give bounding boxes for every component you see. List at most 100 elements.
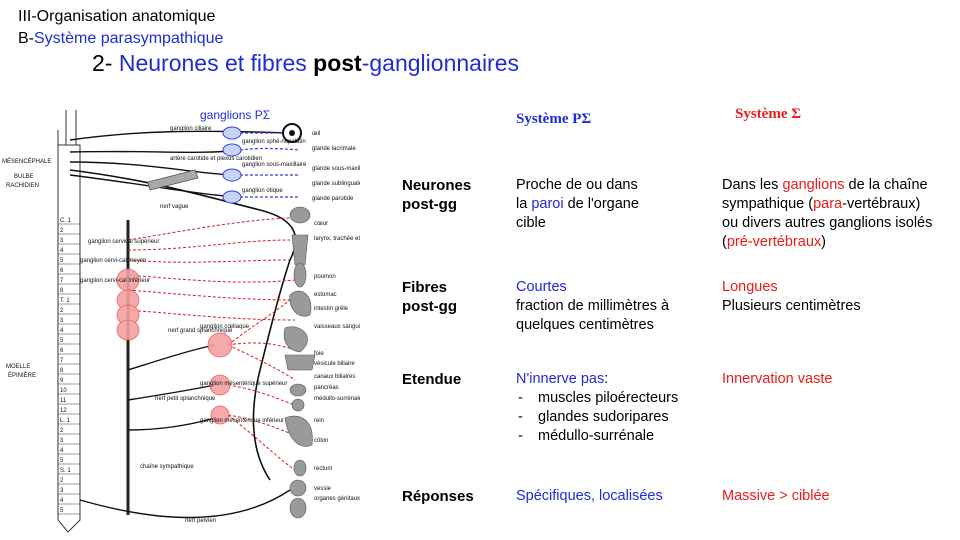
nerve-label: artère carotide et plexus carotidien <box>170 156 262 162</box>
organ-label: estomac <box>314 292 337 298</box>
vertebra-label: 3 <box>60 438 64 444</box>
organ-label: larynx, trachée et bronches <box>314 236 360 242</box>
organ-label: foie <box>314 351 324 357</box>
vertebra-label: C. 1 <box>60 218 72 224</box>
nerve-label: ganglion cœliaque <box>200 324 250 330</box>
organ-label: organes génitaux internes et externes <box>314 496 360 502</box>
postganglionic-fibers <box>127 217 296 471</box>
section-heading: III-Organisation anatomique <box>18 8 216 25</box>
carotid-artery <box>147 169 199 191</box>
vertebra-label: 2 <box>60 428 64 434</box>
vertebra-label: 4 <box>60 328 64 334</box>
subsection-name: Système parasympathique <box>34 30 224 47</box>
vertebra-label: 11 <box>60 398 67 404</box>
nerve-label: ganglion sphé-nopalatin <box>242 139 306 145</box>
cranial-nerve-1 <box>69 130 291 141</box>
organs <box>283 206 316 519</box>
vertebra-label: 5 <box>60 458 64 464</box>
ganglions-label: ganglions PΣ <box>200 108 271 122</box>
vertebra-label: 5 <box>60 338 64 344</box>
nerve-label: nerf pelvien <box>185 518 216 524</box>
vertebra-label: 8 <box>60 288 64 294</box>
vertebra-label: 3 <box>60 238 64 244</box>
vertebra-label: 3 <box>60 318 64 324</box>
vertebra-label: 8 <box>60 368 64 374</box>
region-label: MÉSENCÉPHALE <box>2 158 51 165</box>
vertebra-label: 2 <box>60 228 64 234</box>
pelvic-nerve <box>79 489 291 519</box>
nerve-label: nerf petit splanchnique <box>155 396 216 402</box>
vertebra-label: 7 <box>60 358 64 364</box>
organ-label: glande lacrimale <box>312 146 356 152</box>
cell-reponses-ps: Spécifiques, localisées <box>516 488 663 504</box>
nerve-label: ganglion sous-maxillaire <box>242 162 307 168</box>
list-item: médullo-surrénale <box>516 427 678 446</box>
row-label-reponses: Réponses <box>402 488 474 505</box>
subsection-heading: B-Système parasympathique <box>18 30 223 48</box>
organ-label: vessie <box>314 486 332 492</box>
column-header-parasympathetic: Système PΣ <box>516 111 592 127</box>
inferior-mesenteric-link <box>127 417 216 431</box>
list-item: glandes sudoripares <box>516 408 678 427</box>
cranial-nerve-2 <box>69 149 241 154</box>
vertebra-label: T. 1 <box>60 298 70 304</box>
sympathetic-ganglia <box>116 268 233 425</box>
nerve-label: ganglion cervi-cal moyen <box>80 258 146 264</box>
autonomic-nervous-system-diagram: MÉSENCÉPHALE BULBE RACHIDIEN MOELLE ÉPINIÈRE… <box>2 110 360 533</box>
organ-label: canaux biliaires <box>314 374 355 380</box>
cell-neurones-ps: Proche de ou dans la paroi de l'organe c… <box>516 177 639 231</box>
vertebra-label: 4 <box>60 248 64 254</box>
region-label: MOELLE <box>6 364 30 370</box>
cell-fibres-s: Longues Plusieurs centimètres <box>722 279 861 314</box>
splanchnic-nerve <box>127 344 216 371</box>
organ-label: rein <box>314 418 324 424</box>
region-label: ÉPINIÈRE <box>8 372 36 379</box>
nerve-label: ganglion mésentérique supérieur <box>200 381 287 387</box>
organ-label: médullo-surrénale <box>314 396 360 402</box>
column-header-sympathetic: Système Σ <box>735 106 802 122</box>
nerve-label: ganglion cervical supérieur <box>88 239 159 245</box>
vertebra-label: 4 <box>60 448 64 454</box>
cell-fibres-ps: Courtes fraction de millimètres à quelqu… <box>516 279 670 333</box>
lesser-splanchnic-nerve <box>127 384 216 401</box>
vertebra-label: 2 <box>60 478 64 484</box>
nerve-label: nerf vague <box>160 204 189 210</box>
organ-label: vaisseaux sanguins abdominaux <box>314 324 360 330</box>
row-label-etendue: Etendue <box>402 371 462 388</box>
cell-reponses-s: Massive > ciblée <box>722 488 830 504</box>
organ-label: intestin grêle <box>314 306 349 312</box>
nerve-label: chaîne sympathique <box>140 464 194 470</box>
row-label-neurones: Neurones post-gg <box>402 177 472 213</box>
vertebra-label: 5 <box>60 258 64 264</box>
cell-etendue-ps: N'innerve pas: muscles piloérecteurs gla… <box>516 370 678 446</box>
vertebra-label: 9 <box>60 378 64 384</box>
vertebra-label: S. 1 <box>60 468 71 474</box>
title-number: 2- <box>92 50 119 76</box>
vertebra-label: 2 <box>60 308 64 314</box>
vertebra-label: 3 <box>60 488 64 494</box>
vertebra-label: 7 <box>60 278 64 284</box>
slide-title: 2- Neurones et fibres post-ganglionnaire… <box>92 50 519 77</box>
vertebra-label: 6 <box>60 268 64 274</box>
cell-neurones-s: Dans les ganglions de la chaîne sympathi… <box>722 177 933 250</box>
nerve-label: ganglion otique <box>242 188 283 194</box>
organ-label: poumon <box>314 274 336 280</box>
organ-label: cœur <box>314 221 328 227</box>
nerve-label: nerf grand splanchnique <box>168 328 233 334</box>
organ-label: vésicule biliaire <box>314 361 355 367</box>
title-bold: post <box>313 50 362 76</box>
title-part-b: -ganglionnaires <box>361 50 520 76</box>
organ-label: œil <box>312 131 320 137</box>
subsection-prefix: B- <box>18 30 34 47</box>
region-label: RACHIDIEN <box>6 183 39 189</box>
region-label: BULBE <box>14 174 34 180</box>
organ-label: glande parotide <box>312 196 354 202</box>
organ-label: glande sous-maxillaire <box>312 166 360 172</box>
nerve-label: ganglion mésentérique inférieur <box>200 418 284 424</box>
row-label-fibres: Fibres post-gg <box>402 279 457 315</box>
list-item: muscles piloérecteurs <box>516 389 678 408</box>
organ-label: rectum <box>314 466 332 472</box>
vertebra-label: 12 <box>60 408 67 414</box>
vertebra-label: 6 <box>60 348 64 354</box>
nerve-label: ganglion cervi-cal inférieur <box>80 278 150 284</box>
